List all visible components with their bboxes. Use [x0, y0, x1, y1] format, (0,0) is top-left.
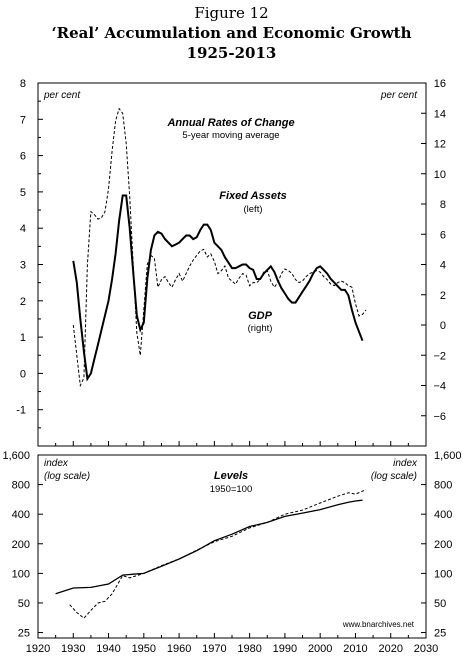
lower-right-axis-label: index [393, 458, 418, 469]
source-credit: www.bnarchives.net [342, 620, 415, 629]
gdp-series-label: GDP [248, 310, 273, 322]
upper-right-axis-label: per cent [380, 90, 418, 101]
x-tick-label: 2000 [308, 643, 332, 655]
x-tick-label: 1990 [273, 643, 297, 655]
upper-right-tick-label: 4 [440, 260, 446, 272]
upper-left-tick-label: -1 [16, 405, 26, 417]
upper-left-axis-label: per cent [43, 90, 81, 101]
x-tick-label: 1980 [237, 643, 261, 655]
lower-right-tick-label: 25 [434, 628, 446, 640]
lower-right-tick-label: 100 [434, 568, 452, 580]
upper-right-tick-label: 8 [440, 199, 446, 211]
upper-left-tick-label: 8 [20, 78, 26, 90]
gdp-axis-note: (right) [248, 323, 273, 334]
lower-left-tick-label: 800 [12, 480, 30, 492]
upper-right-axis: −6 −4 −2 0 2 4 6 8 10 12 14 16 [421, 78, 446, 423]
upper-right-tick-label: 14 [434, 108, 446, 120]
upper-right-tick-label: −2 [433, 350, 446, 362]
x-tick-label: 1970 [202, 643, 226, 655]
upper-chart-subtitle: 5-year moving average [182, 130, 279, 141]
upper-right-tick-label: 6 [440, 229, 446, 241]
figure-title: ‘Real’ Accumulation and Economic Growth [51, 24, 412, 42]
upper-left-tick-label: 4 [20, 223, 26, 235]
lower-left-tick-label: 100 [12, 568, 30, 580]
fixed-assets-growth-line [72, 194, 364, 382]
upper-right-tick-label: 0 [440, 320, 446, 332]
upper-left-tick-label: 2 [20, 296, 26, 308]
gdp-level-line [69, 489, 367, 619]
lower-chart-title: Levels [214, 470, 248, 482]
upper-right-tick-label: 16 [434, 78, 446, 90]
upper-left-tick-label: 7 [20, 114, 26, 126]
x-tick-label: 1960 [167, 643, 191, 655]
fixed-assets-series-label: Fixed Assets [219, 190, 286, 202]
x-tick-label: 1950 [132, 643, 156, 655]
lower-left-tick-label: 400 [12, 509, 30, 521]
upper-right-tick-label: 10 [434, 169, 446, 181]
lower-right-tick-label: 800 [434, 480, 452, 492]
upper-left-tick-label: 1 [20, 332, 26, 344]
lower-right-tick-label: 200 [434, 539, 452, 551]
figure-years: 1925-2013 [186, 44, 277, 62]
figure-label: Figure 12 [194, 4, 269, 22]
lower-left-axis: 25 50 100 200 400 800 1,600 [2, 450, 43, 640]
upper-right-tick-label: 12 [434, 139, 446, 151]
gdp-growth-line [72, 107, 367, 388]
x-tick-label: 1920 [26, 643, 50, 655]
lower-left-tick-label: 1,600 [2, 450, 30, 462]
upper-right-tick-label: −4 [433, 381, 446, 393]
upper-right-tick-label: −6 [433, 411, 446, 423]
lower-right-tick-label: 400 [434, 509, 452, 521]
lower-left-tick-label: 50 [18, 598, 30, 610]
upper-right-tick-label: 2 [440, 290, 446, 302]
x-tick-label: 2010 [343, 643, 367, 655]
x-tick-label: 2020 [378, 643, 402, 655]
upper-left-tick-label: 3 [20, 260, 26, 272]
upper-left-axis: -1 0 1 2 3 4 5 6 7 8 [16, 78, 43, 429]
lower-right-tick-label: 1,600 [434, 450, 462, 462]
upper-x-axis [37, 441, 427, 446]
lower-right-tick-label: 50 [434, 598, 446, 610]
lower-chart-subtitle: 1950=100 [210, 484, 253, 495]
levels-panel: 25 50 100 200 400 800 1,600 25 50 100 200 400 800 1,… [2, 450, 461, 655]
upper-left-tick-label: 0 [20, 368, 26, 380]
lower-right-axis-label-2: (log scale) [371, 471, 417, 482]
upper-left-tick-label: 6 [20, 151, 26, 163]
lower-x-axis: 1920 1930 1940 1950 1960 1970 1980 1990 2000 2010… [26, 633, 438, 655]
lower-plot-frame [37, 454, 427, 639]
fixed-assets-axis-note: (left) [244, 204, 263, 215]
lower-left-tick-label: 25 [18, 628, 30, 640]
x-tick-label: 1940 [96, 643, 120, 655]
fixed-assets-level-line [55, 499, 363, 595]
x-tick-label: 1930 [61, 643, 85, 655]
lower-left-axis-label: index [44, 458, 69, 469]
upper-chart-title: Annual Rates of Change [166, 117, 294, 129]
upper-left-tick-label: 5 [20, 187, 26, 199]
lower-right-axis: 25 50 100 200 400 800 1,600 [421, 450, 462, 640]
x-tick-label: 2030 [414, 643, 438, 655]
lower-left-tick-label: 200 [12, 539, 30, 551]
lower-left-axis-label-2: (log scale) [44, 471, 90, 482]
